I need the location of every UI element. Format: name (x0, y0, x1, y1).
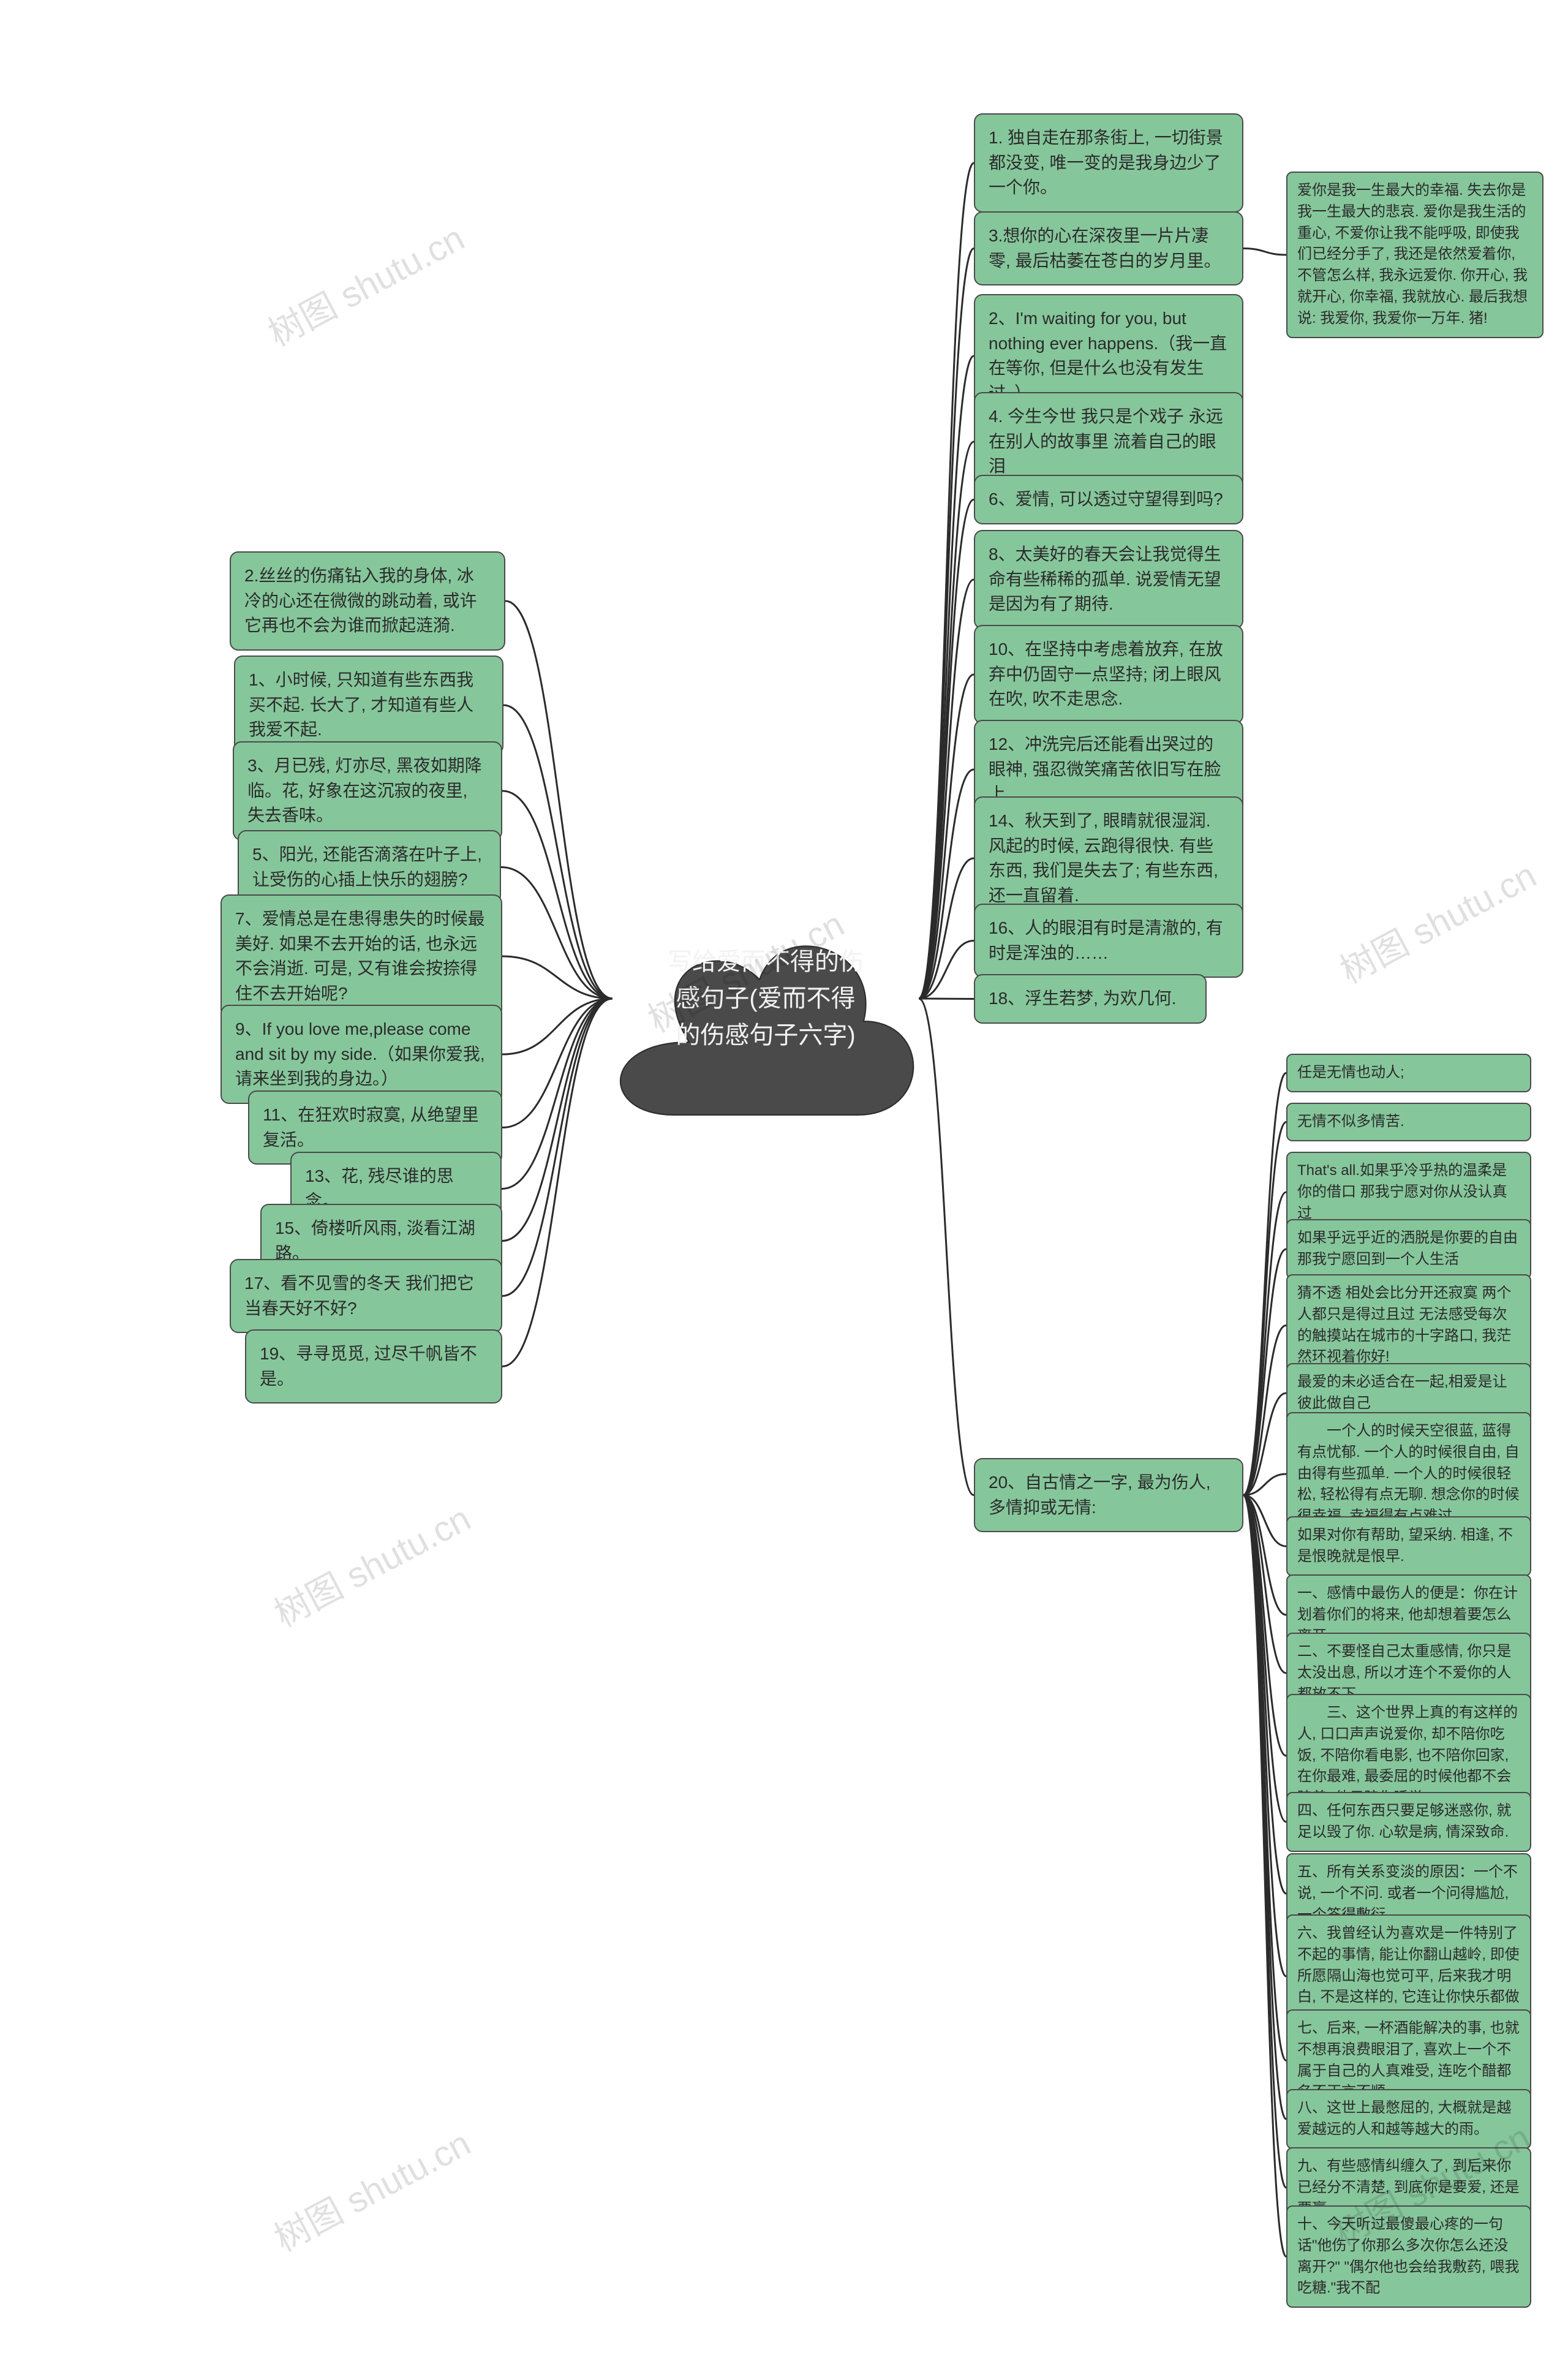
mindmap-node: 6、爱情, 可以透过守望得到吗? (974, 475, 1243, 524)
mindmap-node: 十、今天听过最傻最心疼的一句话"他伤了你那么多次你怎么还没离开?" "偶尔他也会… (1286, 2205, 1531, 2308)
mindmap-node: 14、秋天到了, 眼睛就很湿润. 风起的时候, 云跑得很快. 有些东西, 我们是… (974, 796, 1243, 920)
mindmap-node: 1、小时候, 只知道有些东西我买不起. 长大了, 才知道有些人我爱不起. (234, 656, 503, 755)
mindmap-node: 八、这世上最憋屈的, 大概就是越爱越远的人和越等越大的雨。 (1286, 2089, 1531, 2149)
watermark: 树图 shutu.cn (264, 1490, 478, 1636)
mindmap-node: 无情不似多情苦. (1286, 1103, 1531, 1141)
mindmap-node: 3、月已残, 灯亦尽, 黑夜如期降临。花, 好象在这沉寂的夜里, 失去香味。 (233, 741, 502, 841)
watermark: 树图 shutu.cn (264, 2115, 478, 2261)
mindmap-node: 7、爱情总是在患得患失的时候最美好. 如果不去开始的话, 也永远不会消逝. 可是… (221, 894, 502, 1018)
watermark: 树图 shutu.cn (258, 210, 472, 356)
mindmap-node: 8、太美好的春天会让我觉得生命有些稀稀的孤单. 说爱情无望是因为有了期待. (974, 530, 1243, 629)
mindmap-node: 20、自古情之一字, 最为伤人, 多情抑或无情: (974, 1458, 1243, 1532)
mindmap-node: 如果乎远乎近的洒脱是你要的自由 那我宁愿回到一个人生活 (1286, 1219, 1531, 1279)
mindmap-node: 10、在坚持中考虑着放弃, 在放弃中仍固守一点坚持; 闭上眼风在吹, 吹不走思念… (974, 625, 1243, 724)
mindmap-node: 2.丝丝的伤痛钻入我的身体, 冰冷的心还在微微的跳动着, 或许它再也不会为谁而掀… (230, 551, 505, 651)
mindmap-node: 猜不透 相处会比分开还寂寞 两个人都只是得过且过 无法感受每次的触摸站在城市的十… (1286, 1274, 1531, 1377)
mindmap-node: 9、If you love me,please come and sit by … (221, 1005, 502, 1104)
mindmap-node: 19、寻寻觅觅, 过尽千帆皆不是。 (245, 1329, 502, 1404)
mindmap-node: 1. 独自走在那条街上, 一切街景都没变, 唯一变的是我身边少了一个你。 (974, 113, 1243, 213)
mindmap-node: 如果对你有帮助, 望采纳. 相逢, 不是恨晚就是恨早. (1286, 1516, 1531, 1576)
mindmap-node: 5、阳光, 还能否滴落在叶子上, 让受伤的心插上快乐的翅膀? (238, 830, 501, 904)
mindmap-node: 3.想你的心在深夜里一片片凄零, 最后枯萎在苍白的岁月里。 (974, 211, 1243, 285)
mindmap-node: 任是无情也动人; (1286, 1054, 1531, 1092)
mindmap-node: 四、任何东西只要足够迷惑你, 就足以毁了你. 心软是病, 情深致命. (1286, 1792, 1531, 1852)
central-topic: 写给爱而不得的伤感句子(爱而不得的伤感句子六字) (668, 943, 864, 1054)
mindmap-node: 18、浮生若梦, 为欢几何. (974, 974, 1207, 1024)
watermark: 树图 shutu.cn (1330, 847, 1544, 993)
mindmap-node: 16、人的眼泪有时是清澈的, 有时是浑浊的…… (974, 904, 1243, 978)
mindmap-node: 爱你是我一生最大的幸福. 失去你是我一生最大的悲哀. 爱你是我生活的重心, 不爱… (1286, 172, 1544, 338)
mindmap-node: 17、看不见雪的冬天 我们把它当春天好不好? (230, 1259, 502, 1333)
